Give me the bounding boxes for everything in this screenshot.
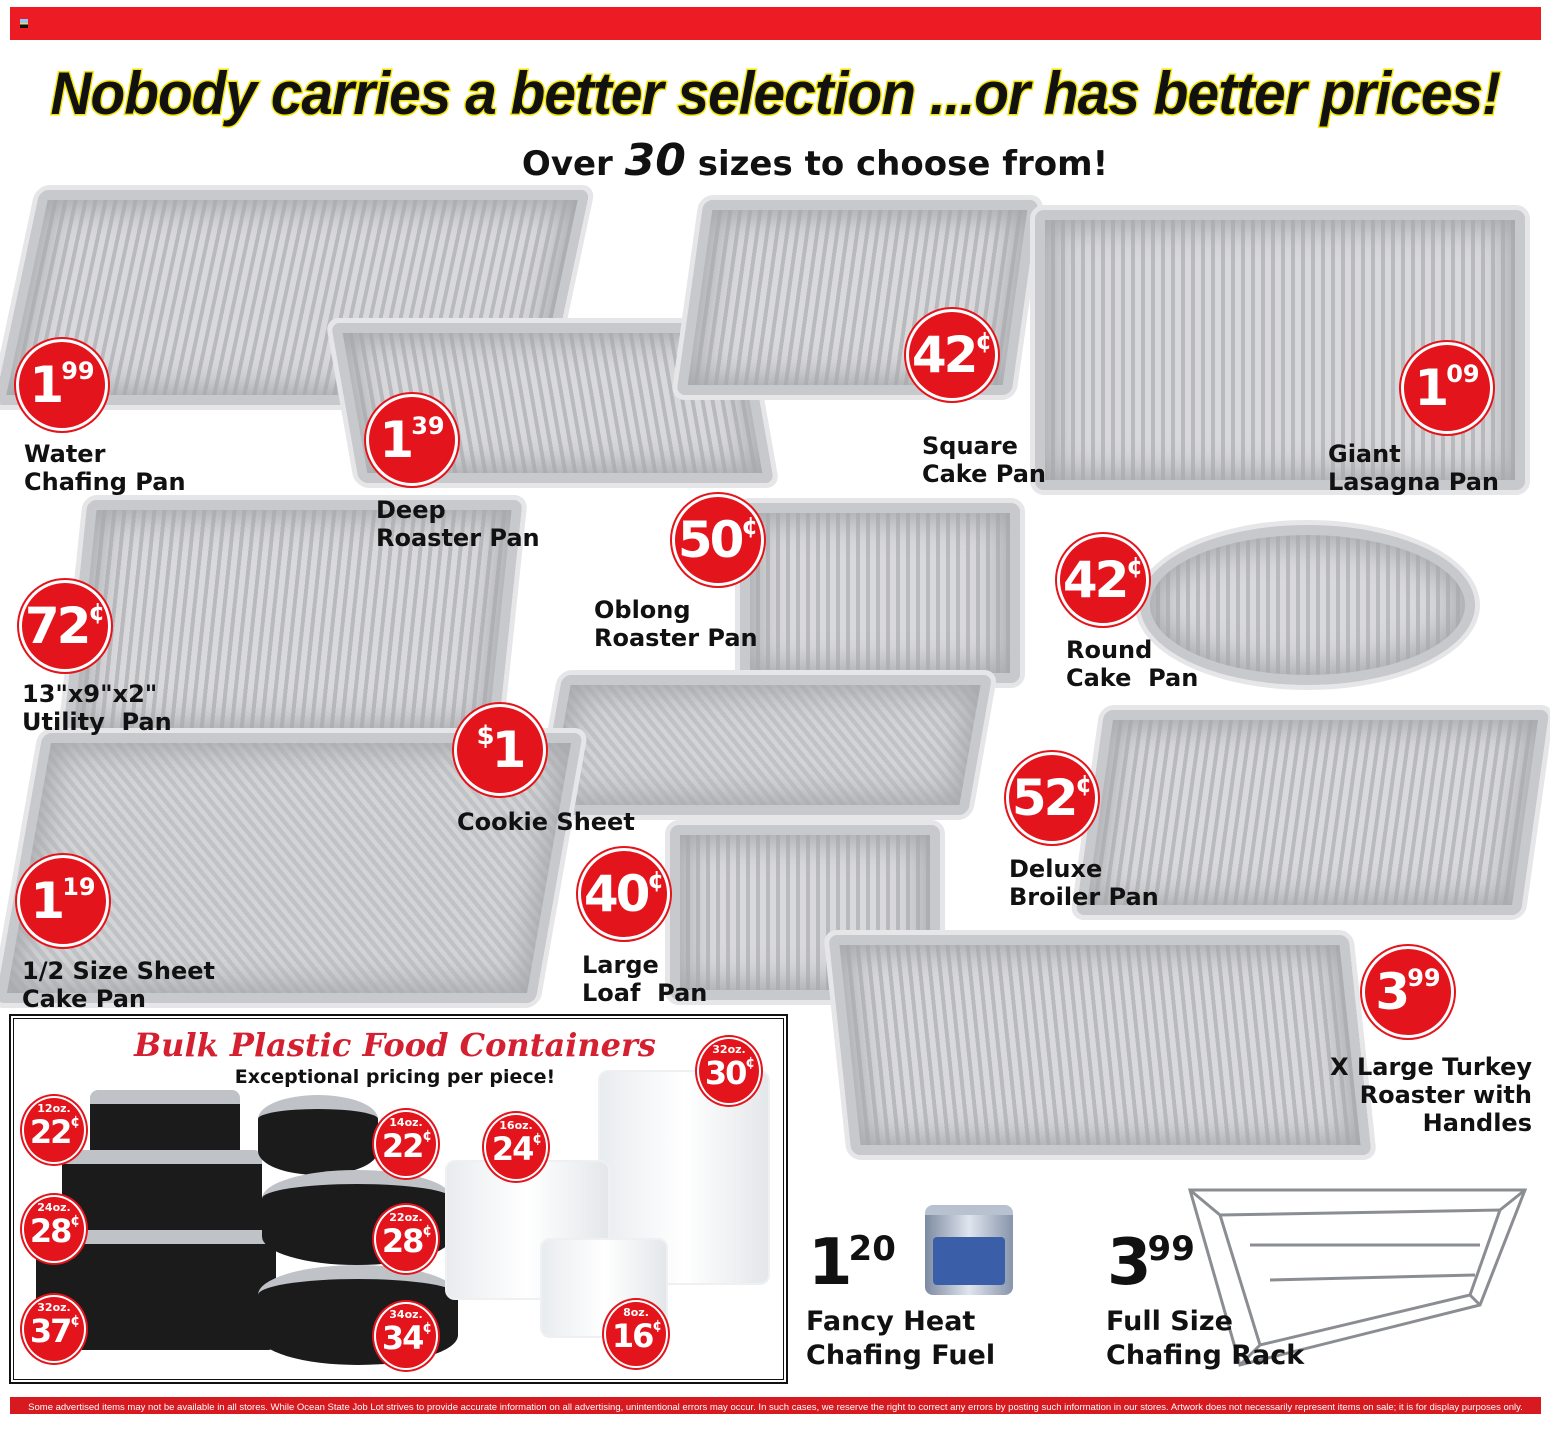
price-badge: 40¢ — [578, 848, 670, 940]
product-label: Deep Roaster Pan — [376, 496, 540, 552]
product-label: Giant Lasagna Pan — [1328, 440, 1500, 496]
product-label: Water Chafing Pan — [24, 440, 186, 496]
container-price-badge: 14oz. 22¢ — [374, 1110, 438, 1178]
product-label: Round Cake Pan — [1066, 636, 1199, 692]
product-label: Deluxe Broiler Pan — [1009, 855, 1159, 911]
container-price-badge: 34oz. 34¢ — [374, 1302, 438, 1370]
container-price-badge: 24oz. 28¢ — [22, 1195, 86, 1263]
price-badge: 109 — [1401, 342, 1493, 434]
product-label: X Large Turkey Roaster with Handles — [1330, 1053, 1532, 1137]
sub-number: 30 — [624, 135, 686, 186]
headline: Nobody carries a better selection ...or … — [49, 59, 1502, 129]
disclaimer-text: Some advertised items may not be availab… — [28, 1402, 1523, 1413]
product-label: Cookie Sheet — [457, 808, 635, 836]
chafing-fuel-can-image — [925, 1205, 1013, 1295]
price-badge: 72¢ — [19, 580, 111, 672]
containers-box — [9, 1014, 788, 1384]
price-badge: 199 — [16, 339, 108, 431]
top-banner — [10, 7, 1541, 40]
subheadline: Over 30 sizes to choose from! — [0, 138, 1550, 187]
headline-container: Nobody carries a better selection ...or … — [0, 58, 1550, 134]
price-badge: 42¢ — [906, 309, 998, 401]
price-badge: 52¢ — [1006, 752, 1098, 844]
product-label: Oblong Roaster Pan — [594, 596, 758, 652]
oblong-roaster-pan-image — [735, 498, 1025, 688]
disclaimer-footer: Some advertised items may not be availab… — [10, 1397, 1541, 1414]
fuel-price: 120 — [808, 1226, 896, 1300]
container-price-badge: 8oz. 16¢ — [604, 1300, 668, 1368]
product-label: 1/2 Size Sheet Cake Pan — [22, 957, 216, 1013]
rack-price: 399 — [1107, 1226, 1195, 1300]
sub-post: sizes to choose from! — [697, 144, 1109, 184]
chafing-rack-image — [1188, 1188, 1528, 1367]
container-price-badge: 32oz. 30¢ — [697, 1037, 761, 1105]
container-price-badge: 22oz. 28¢ — [374, 1205, 438, 1273]
price-badge: $1 — [454, 704, 546, 796]
containers-title: Bulk Plastic Food Containers — [134, 1026, 656, 1064]
sub-pre: Over — [521, 144, 613, 184]
product-label: Full Size Chafing Rack — [1106, 1306, 1305, 1371]
price-badge: 139 — [366, 394, 458, 486]
cookie-sheet-image — [531, 670, 999, 820]
rect-container-image — [62, 1150, 262, 1245]
price-badge: 399 — [1362, 946, 1454, 1038]
round-container-image — [258, 1095, 378, 1175]
turkey-roaster-image — [822, 930, 1378, 1160]
container-price-badge: 12oz. 22¢ — [22, 1096, 86, 1164]
container-price-badge: 16oz. 24¢ — [484, 1113, 548, 1181]
product-label: Large Loaf Pan — [582, 951, 708, 1007]
product-label: Fancy Heat Chafing Fuel — [806, 1306, 996, 1371]
product-label: 13"x9"x2" Utility Pan — [22, 680, 172, 736]
price-badge: 119 — [17, 855, 109, 947]
price-badge: 42¢ — [1057, 534, 1149, 626]
price-badge: 50¢ — [672, 494, 764, 586]
round-cake-pan-image — [1135, 520, 1480, 690]
menu-icon — [20, 19, 28, 28]
containers-subtitle: Exceptional pricing per piece! — [234, 1066, 556, 1088]
container-price-badge: 32oz. 37¢ — [22, 1295, 86, 1363]
product-label: Square Cake Pan — [922, 432, 1046, 488]
